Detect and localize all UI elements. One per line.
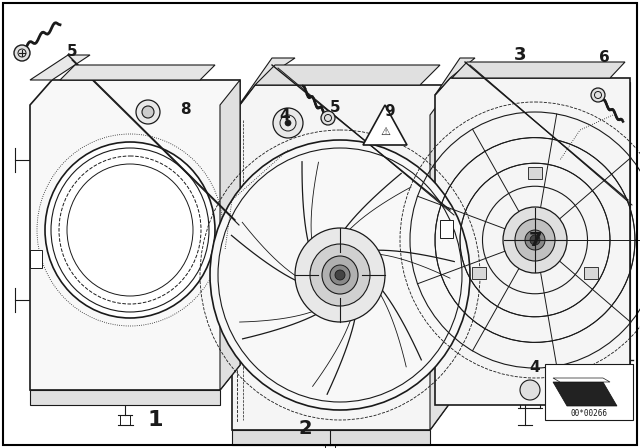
Ellipse shape: [525, 230, 545, 250]
Ellipse shape: [295, 228, 385, 322]
Ellipse shape: [503, 207, 567, 273]
Ellipse shape: [330, 265, 350, 285]
Text: 2: 2: [298, 418, 312, 438]
Polygon shape: [60, 65, 215, 80]
Polygon shape: [232, 85, 452, 430]
Circle shape: [591, 88, 605, 102]
Circle shape: [142, 106, 154, 118]
Polygon shape: [452, 62, 625, 78]
Polygon shape: [232, 58, 295, 115]
Polygon shape: [618, 82, 630, 395]
Polygon shape: [255, 65, 440, 85]
Text: 4: 4: [530, 361, 540, 375]
Text: 4: 4: [280, 108, 291, 122]
Circle shape: [14, 45, 30, 61]
Circle shape: [285, 120, 291, 126]
Polygon shape: [237, 265, 250, 285]
Polygon shape: [30, 390, 220, 405]
Text: 1: 1: [147, 410, 163, 430]
Polygon shape: [30, 250, 42, 268]
Ellipse shape: [322, 256, 358, 294]
Polygon shape: [30, 80, 240, 390]
Ellipse shape: [515, 219, 555, 261]
Circle shape: [520, 380, 540, 400]
Ellipse shape: [45, 142, 215, 318]
Text: 5: 5: [330, 100, 340, 116]
Text: 5: 5: [67, 44, 77, 60]
Polygon shape: [220, 80, 240, 390]
Polygon shape: [430, 85, 452, 430]
Circle shape: [321, 111, 335, 125]
Polygon shape: [545, 364, 633, 420]
Circle shape: [273, 108, 303, 138]
Text: 00*00266: 00*00266: [570, 409, 607, 418]
Polygon shape: [528, 168, 542, 180]
Ellipse shape: [335, 270, 345, 280]
Circle shape: [136, 100, 160, 124]
Polygon shape: [472, 267, 486, 279]
Text: 9: 9: [385, 104, 396, 120]
Ellipse shape: [210, 140, 470, 410]
Text: 6: 6: [598, 49, 609, 65]
Polygon shape: [553, 382, 617, 406]
Ellipse shape: [310, 244, 370, 306]
Polygon shape: [232, 430, 430, 445]
Polygon shape: [435, 78, 630, 405]
Text: 8: 8: [180, 103, 190, 117]
Text: 7: 7: [528, 231, 541, 250]
Text: 3: 3: [514, 46, 526, 64]
Polygon shape: [553, 378, 610, 382]
Text: ⚠: ⚠: [380, 127, 390, 137]
Polygon shape: [363, 105, 407, 145]
Polygon shape: [435, 58, 475, 95]
Ellipse shape: [530, 235, 540, 245]
Polygon shape: [440, 220, 453, 238]
Polygon shape: [584, 267, 598, 279]
Polygon shape: [30, 55, 90, 80]
